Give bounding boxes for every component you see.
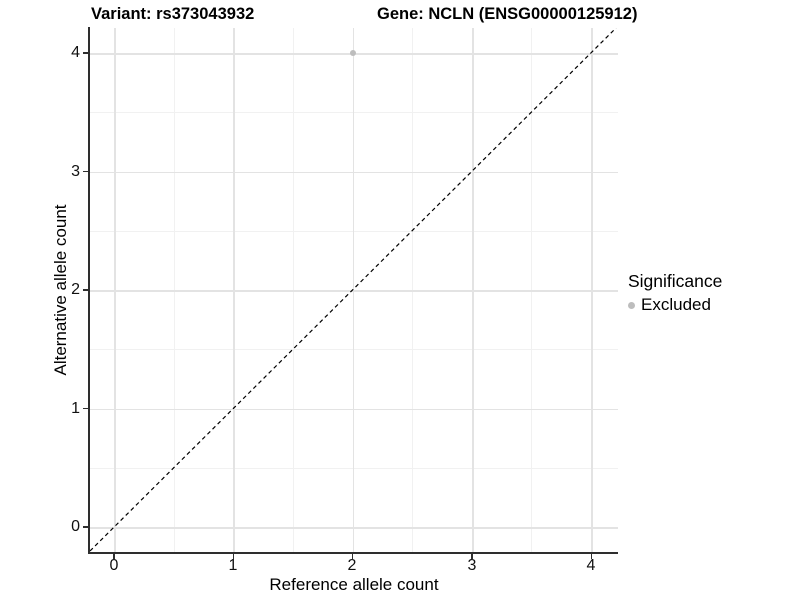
- data-point-excluded: [349, 50, 356, 56]
- legend-item-label: Excluded: [641, 295, 711, 314]
- y-tick-label: 2: [71, 281, 80, 298]
- gridline-minor-horizontal: [90, 230, 618, 232]
- x-axis-tick: [351, 554, 354, 559]
- plot-title-variant: Variant: rs373043932: [91, 5, 255, 23]
- y-axis-tick: [83, 52, 88, 54]
- x-axis-title: Reference allele count: [269, 575, 439, 594]
- x-axis-line: [88, 552, 618, 554]
- y-tick-label: 1: [71, 399, 80, 417]
- legend: Significance Excluded: [628, 271, 722, 315]
- x-axis-tick: [113, 554, 115, 559]
- y-axis-tick: [83, 526, 88, 528]
- x-tick-label: 3: [467, 557, 477, 574]
- gridline-minor-horizontal: [90, 112, 618, 114]
- x-axis-tick: [590, 554, 592, 559]
- gridline-major-horizontal: [90, 171, 618, 173]
- y-tick-label: 0: [71, 518, 80, 535]
- y-axis-title: Alternative allele count: [51, 204, 70, 376]
- x-tick-label: 2: [347, 557, 357, 574]
- gridline-minor-horizontal: [90, 349, 618, 351]
- identity-reference-line: [90, 28, 617, 552]
- y-tick-label: 3: [71, 162, 80, 180]
- gridline-major-horizontal: [90, 408, 618, 410]
- x-tick-label: 0: [109, 557, 119, 574]
- gridline-major-horizontal: [90, 290, 618, 292]
- gridline-major-horizontal: [90, 527, 618, 529]
- x-axis-tick: [232, 554, 234, 559]
- y-axis-tick: [83, 289, 88, 291]
- legend-title: Significance: [628, 271, 723, 291]
- y-tick-label: 4: [71, 44, 80, 61]
- excluded-point-icon: [628, 301, 635, 309]
- plot-panel: [90, 28, 618, 552]
- y-axis-line: [88, 27, 90, 554]
- legend-item-excluded: Excluded: [628, 295, 722, 315]
- plot-title-gene: Gene: NCLN (ENSG00000125912): [377, 5, 638, 23]
- gridline-minor-horizontal: [90, 467, 618, 469]
- x-tick-label: 4: [586, 557, 596, 574]
- y-axis-tick: [83, 170, 88, 173]
- x-axis-tick: [471, 554, 473, 559]
- x-tick-label: 1: [228, 557, 238, 574]
- y-axis-tick: [83, 407, 88, 410]
